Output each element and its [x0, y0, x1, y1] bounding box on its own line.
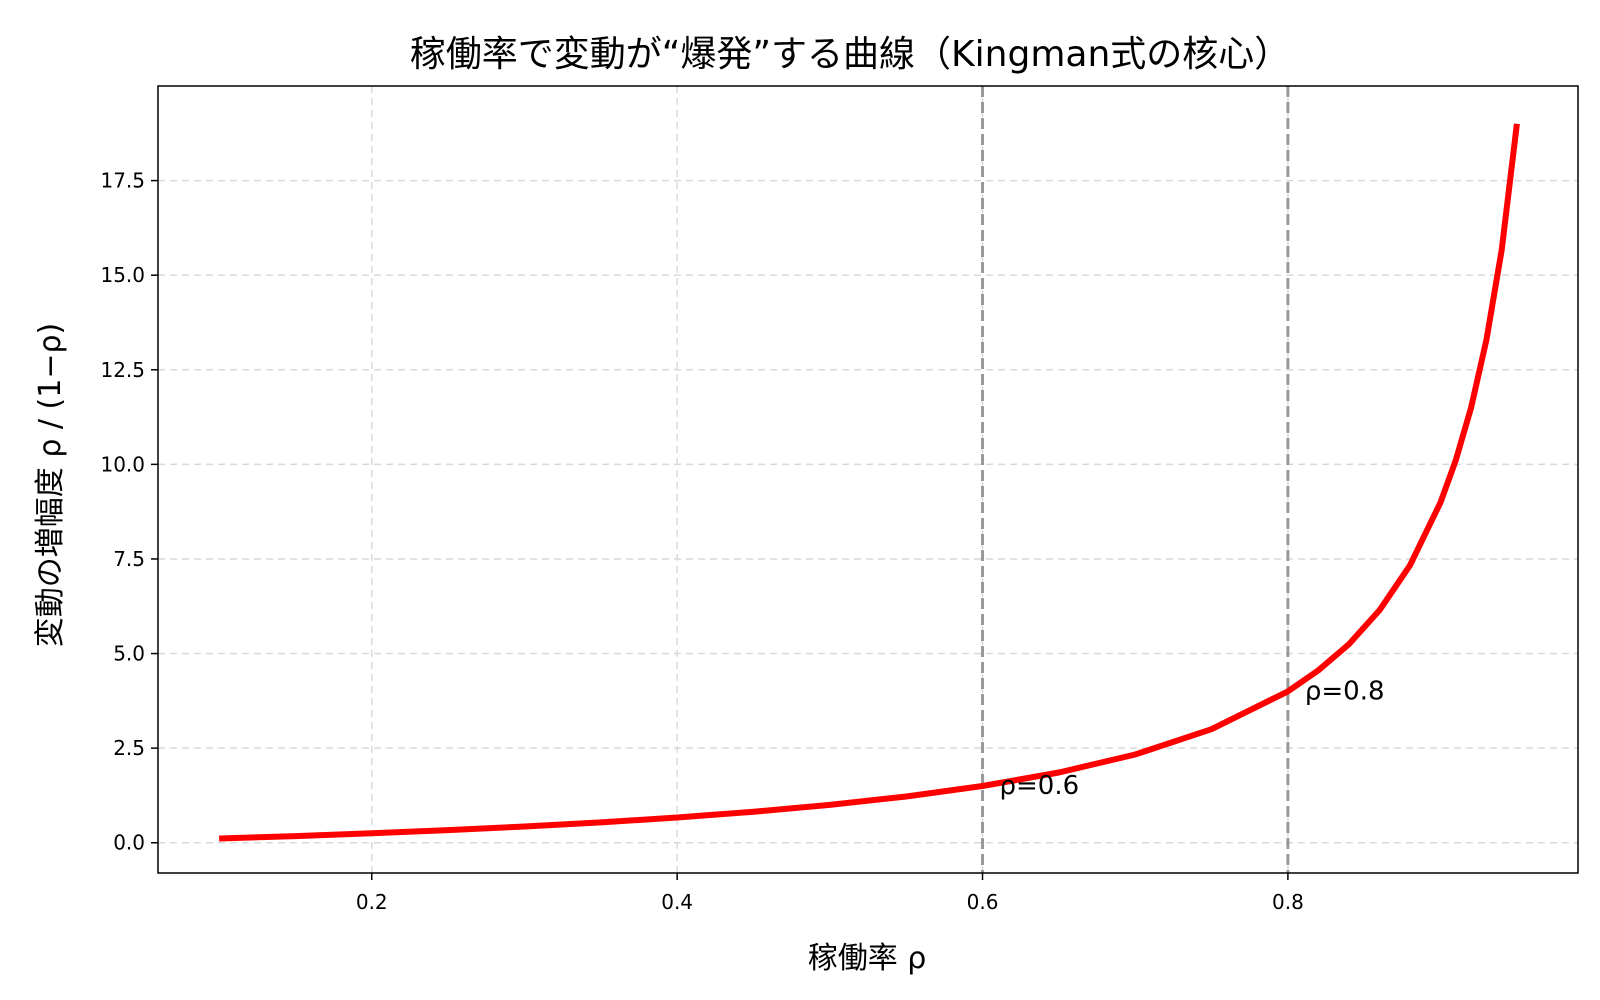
series-layer	[219, 123, 1520, 842]
y-tick-label: 0.0	[113, 831, 145, 855]
x-tick-label: 0.4	[661, 890, 693, 914]
plot-frame	[157, 85, 1579, 874]
x-axis-ticks: 0.2 0.4 0.6 0.8	[356, 873, 1304, 914]
annotations: ρ=0.6 ρ=0.8	[1000, 676, 1385, 801]
x-tick-label: 0.6	[967, 890, 999, 914]
chart-title: 稼働率で変動が“爆発”する曲線（Kingman式の核心）	[410, 34, 1291, 75]
y-tick-label: 2.5	[113, 736, 145, 760]
series-line	[219, 123, 1520, 842]
y-tick-label: 10.0	[100, 452, 145, 476]
y-tick-label: 12.5	[100, 358, 145, 382]
y-axis-label: 変動の増幅度 ρ / (1−ρ)	[33, 323, 68, 647]
annotation-label: ρ=0.8	[1305, 676, 1385, 706]
y-tick-label: 15.0	[100, 263, 145, 287]
x-tick-label: 0.2	[356, 890, 388, 914]
grid	[158, 86, 1578, 873]
annotation-label: ρ=0.6	[1000, 771, 1080, 801]
y-tick-label: 17.5	[100, 169, 145, 193]
y-tick-label: 5.0	[113, 642, 145, 666]
x-axis-label: 稼働率 ρ	[808, 941, 927, 976]
y-axis-ticks: 0.0 2.5 5.0 7.5 10.0 12.5 15.0 17.5	[100, 169, 158, 855]
reference-lines	[981, 86, 1290, 873]
x-tick-label: 0.8	[1272, 890, 1304, 914]
y-tick-label: 7.5	[113, 547, 145, 571]
